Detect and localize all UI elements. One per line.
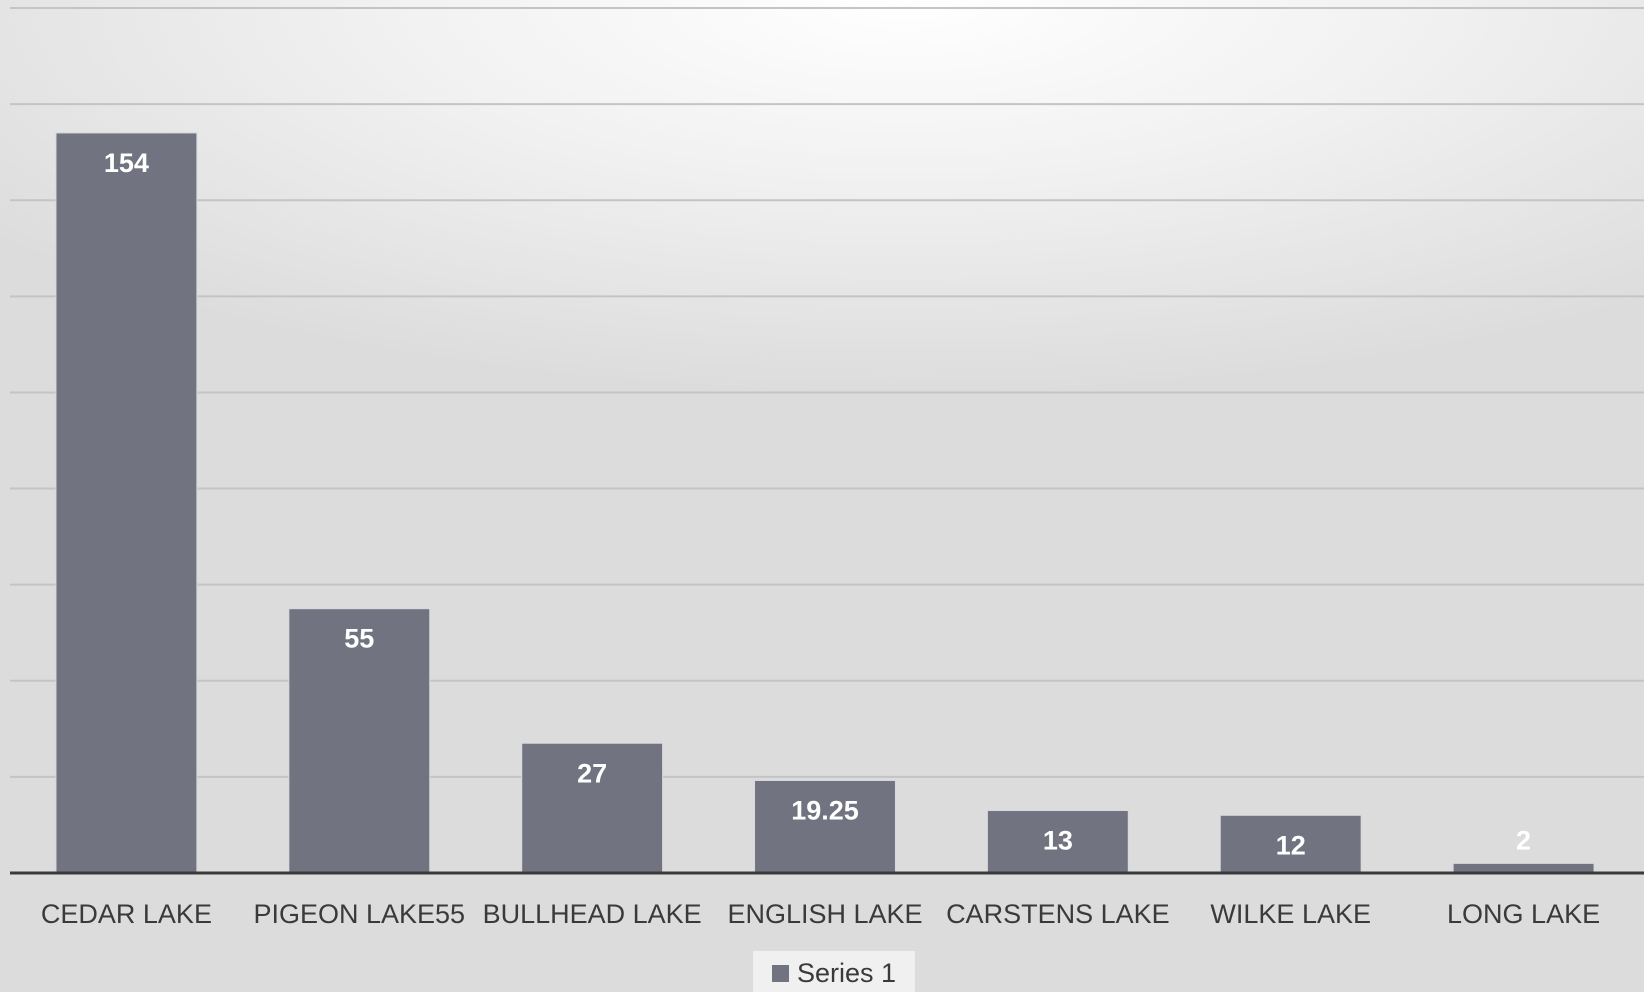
bar-cedar-lake bbox=[55, 132, 198, 874]
data-label: 13 bbox=[1043, 826, 1073, 856]
data-label: 19.25 bbox=[791, 795, 859, 825]
x-tick-label: LONG LAKE bbox=[1447, 899, 1600, 929]
legend: Series 1 bbox=[753, 951, 915, 992]
data-label: 2 bbox=[1516, 825, 1531, 855]
data-label: 55 bbox=[344, 624, 374, 654]
legend-label-series-1: Series 1 bbox=[796, 958, 897, 988]
data-label: 12 bbox=[1276, 830, 1306, 860]
data-label: 154 bbox=[104, 148, 149, 178]
x-tick-label: ENGLISH LAKE bbox=[727, 899, 922, 929]
x-tick-label: CEDAR LAKE bbox=[41, 899, 212, 929]
x-tick-label: CARSTENS LAKE bbox=[946, 899, 1170, 929]
x-tick-label: PIGEON LAKE55 bbox=[253, 899, 465, 929]
x-tick-label: WILKE LAKE bbox=[1210, 899, 1371, 929]
x-tick-label: BULLHEAD LAKE bbox=[483, 899, 702, 929]
bar-english-lake bbox=[754, 779, 896, 874]
bar-pigeon-lake55 bbox=[288, 608, 431, 874]
data-label: 27 bbox=[577, 758, 607, 788]
legend-swatch bbox=[771, 965, 789, 982]
